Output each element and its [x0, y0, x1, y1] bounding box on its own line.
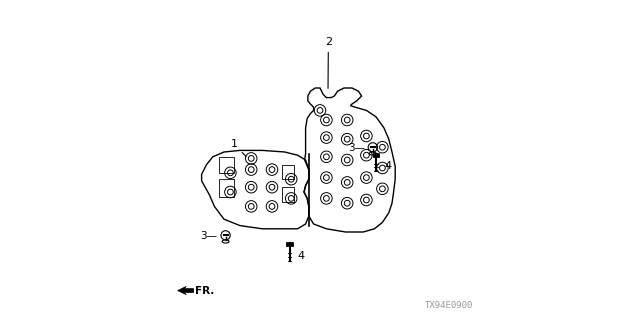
Bar [219, 179, 234, 197]
Polygon shape [178, 286, 193, 295]
Bar [219, 157, 234, 173]
Bar [282, 187, 294, 202]
Bar [282, 165, 294, 179]
Text: 3—: 3— [200, 231, 218, 241]
Text: 4: 4 [384, 161, 391, 172]
Text: 3—: 3— [348, 143, 365, 153]
Text: 4: 4 [298, 251, 305, 261]
Text: FR.: FR. [195, 285, 214, 296]
Text: 1: 1 [230, 139, 246, 156]
Text: TX94E0900: TX94E0900 [425, 301, 474, 310]
Text: 2: 2 [325, 37, 332, 88]
